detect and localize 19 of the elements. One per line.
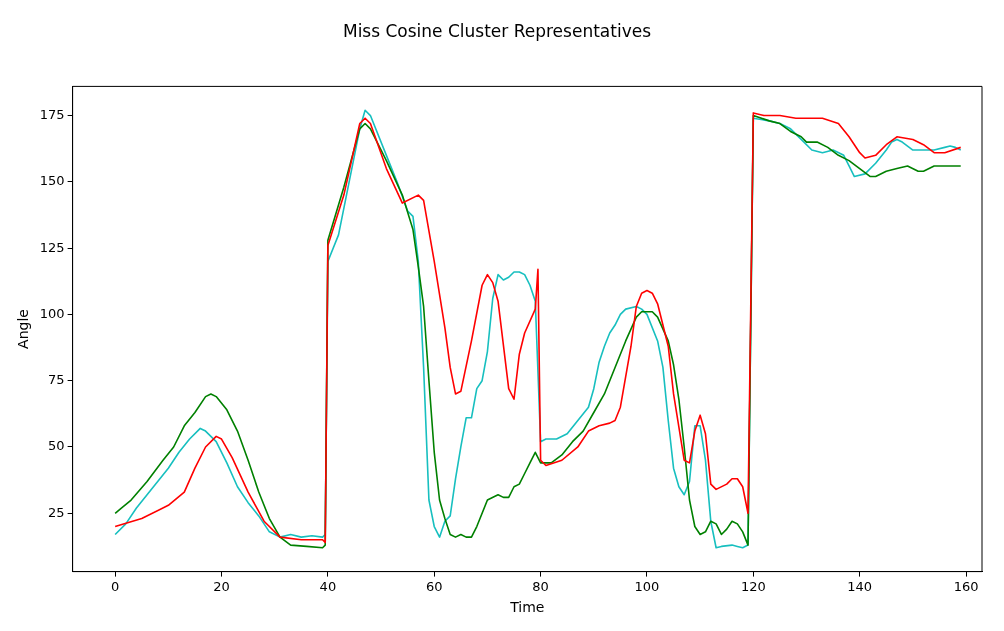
y-tick-label: 100 bbox=[39, 305, 65, 321]
y-tick-label: 50 bbox=[48, 438, 65, 454]
y-tick-label: 125 bbox=[39, 239, 65, 255]
x-tick-label: 0 bbox=[111, 578, 120, 594]
chart-title: Miss Cosine Cluster Representatives bbox=[342, 20, 652, 41]
x-tick-label: 60 bbox=[425, 578, 443, 594]
x-tick-label: 100 bbox=[634, 578, 660, 594]
x-tick-label: 40 bbox=[319, 578, 337, 594]
x-axis-title: Time bbox=[509, 599, 545, 616]
y-tick-label: 25 bbox=[48, 504, 65, 520]
x-tick-label: 20 bbox=[213, 578, 230, 594]
x-tick-label: 120 bbox=[740, 578, 766, 594]
y-axis-title: Angle bbox=[15, 309, 32, 349]
x-tick-label: 80 bbox=[532, 578, 549, 594]
y-tick-label: 175 bbox=[39, 106, 65, 122]
y-tick-label: 150 bbox=[39, 173, 65, 189]
y-tick-label: 75 bbox=[48, 372, 65, 388]
x-tick-label: 140 bbox=[847, 578, 873, 594]
x-tick-label: 160 bbox=[953, 578, 979, 594]
